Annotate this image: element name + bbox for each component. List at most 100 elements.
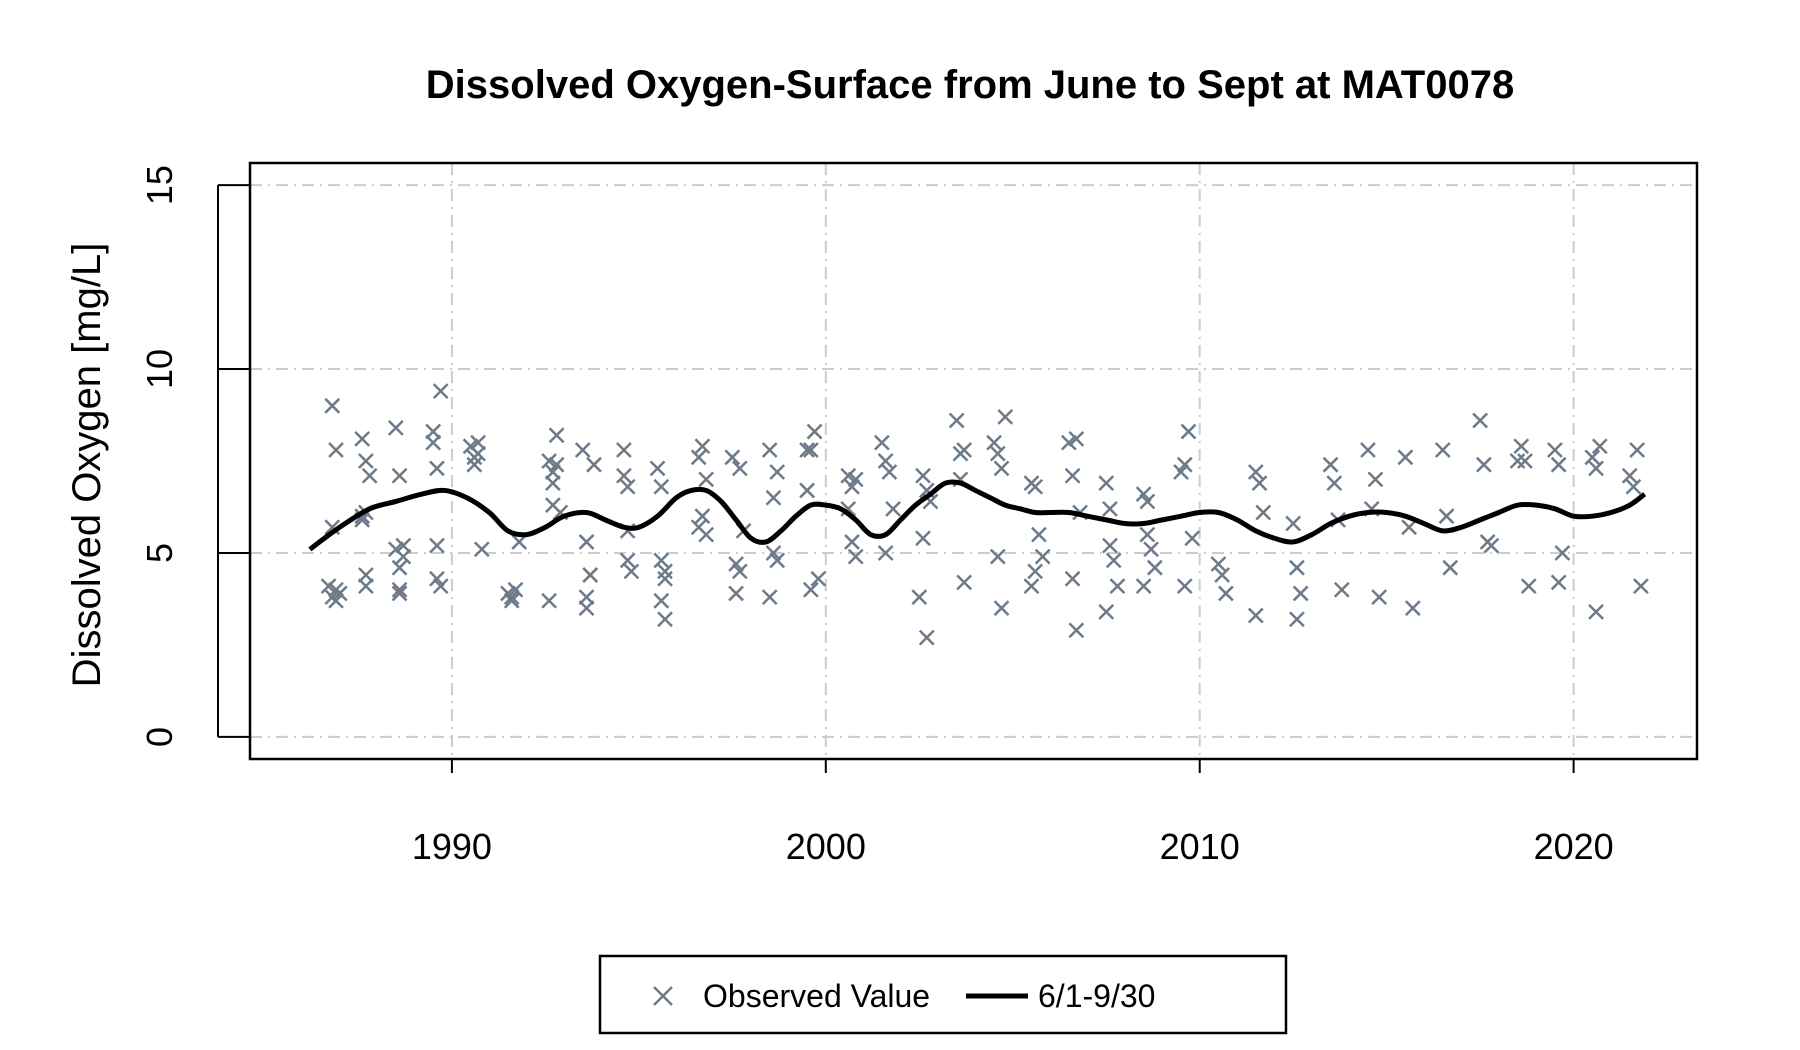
- observed-point: [1625, 478, 1642, 495]
- observed-point: [874, 434, 890, 451]
- observed-point: [649, 460, 666, 477]
- observed-point: [541, 592, 558, 609]
- observed-point: [1434, 442, 1451, 458]
- observed-point: [986, 434, 1002, 451]
- observed-point: [391, 467, 408, 484]
- observed-point: [948, 412, 965, 429]
- observed-point: [324, 397, 341, 414]
- observed-point: [1068, 431, 1085, 447]
- observed-point: [1550, 574, 1567, 591]
- observed-point: [1438, 508, 1455, 525]
- trend-line-6-1-9-30: [308, 479, 1647, 552]
- plot-area: [308, 383, 1649, 646]
- observed-point: [1068, 622, 1085, 639]
- observed-point: [432, 578, 449, 594]
- observed-point: [1442, 559, 1459, 576]
- observed-point: [1588, 603, 1604, 620]
- observed-point: [653, 552, 670, 569]
- observed-point: [918, 629, 935, 646]
- observed-point: [915, 467, 931, 484]
- observed-point: [1475, 456, 1492, 473]
- legend-box: [598, 954, 1288, 1035]
- observed-point: [507, 581, 524, 598]
- observed-point: [1251, 475, 1268, 491]
- observed-point: [387, 420, 404, 436]
- observed-point: [877, 453, 894, 469]
- observed-point: [694, 508, 711, 525]
- observed-point: [1591, 438, 1608, 455]
- observed-point: [1629, 442, 1646, 458]
- observed-point: [1102, 537, 1118, 554]
- observed-point: [698, 526, 715, 543]
- observed-point: [320, 578, 337, 594]
- observed-point: [728, 585, 744, 602]
- observed-point: [802, 442, 819, 458]
- observed-point: [1180, 423, 1197, 440]
- observed-point: [989, 445, 1006, 462]
- observed-point: [761, 442, 778, 458]
- observed-point: [1247, 607, 1264, 624]
- observed-point: [731, 460, 748, 477]
- observed-point: [1401, 519, 1417, 536]
- observed-point: [1143, 541, 1159, 558]
- observed-point: [391, 581, 408, 598]
- observed-point: [1547, 442, 1563, 458]
- observed-point: [657, 570, 673, 587]
- observed-point: [799, 482, 815, 499]
- chart-title: Dissolved Oxygen-Surface from June to Se…: [426, 63, 1514, 107]
- observed-point: [799, 442, 815, 458]
- legend-label-observed: Observed Value: [703, 978, 930, 1014]
- observed-point: [391, 559, 408, 576]
- observed-point: [1109, 578, 1126, 594]
- observed-point: [840, 467, 857, 484]
- observed-point: [1176, 456, 1193, 473]
- observed-point: [328, 442, 344, 458]
- x-tick-label: 2010: [1160, 826, 1240, 867]
- observed-point: [1633, 578, 1649, 594]
- observed-point: [1098, 475, 1115, 491]
- observed-point: [802, 581, 819, 598]
- observed-point: [1289, 611, 1305, 628]
- observed-point: [1472, 412, 1489, 429]
- observed-point: [616, 467, 632, 484]
- legend: Observed Value 6/1-9/30: [598, 954, 1288, 1035]
- plot-frame: [248, 161, 1699, 761]
- observed-point: [1550, 456, 1567, 473]
- observed-point: [623, 563, 640, 580]
- legend-x-marker-icon: [653, 986, 673, 1006]
- observed-point: [1621, 467, 1638, 484]
- observed-point: [993, 460, 1010, 477]
- observed-point: [915, 530, 931, 547]
- observed-point: [578, 534, 595, 550]
- observed-point: [847, 548, 864, 565]
- observed-point: [1404, 600, 1421, 617]
- legend-label-trend: 6/1-9/30: [1038, 978, 1155, 1014]
- observed-point: [885, 500, 901, 517]
- observed-point: [690, 449, 707, 466]
- observed-point: [1031, 526, 1047, 543]
- observed-point: [391, 585, 408, 602]
- observed-point: [358, 453, 374, 469]
- observed-point: [1360, 442, 1376, 458]
- observed-point: [511, 534, 528, 550]
- observed-point: [1517, 453, 1533, 469]
- observed-point: [473, 541, 490, 558]
- observed-point: [429, 537, 445, 554]
- observed-point: [911, 589, 928, 606]
- observed-point: [1214, 567, 1231, 583]
- observed-point: [877, 545, 894, 561]
- observed-point: [810, 570, 827, 587]
- observed-point: [1034, 548, 1051, 565]
- observed-point: [1588, 460, 1604, 477]
- observed-point: [997, 408, 1014, 425]
- observed-point: [1139, 493, 1156, 510]
- observed-point: [1027, 563, 1044, 580]
- x-tick-label: 2000: [786, 826, 866, 867]
- observed-point: [619, 478, 636, 495]
- observed-point: [1146, 559, 1163, 576]
- observed-point: [847, 471, 864, 488]
- observed-point: [429, 460, 445, 477]
- observed-point: [1102, 500, 1118, 517]
- observed-point: [1289, 559, 1305, 576]
